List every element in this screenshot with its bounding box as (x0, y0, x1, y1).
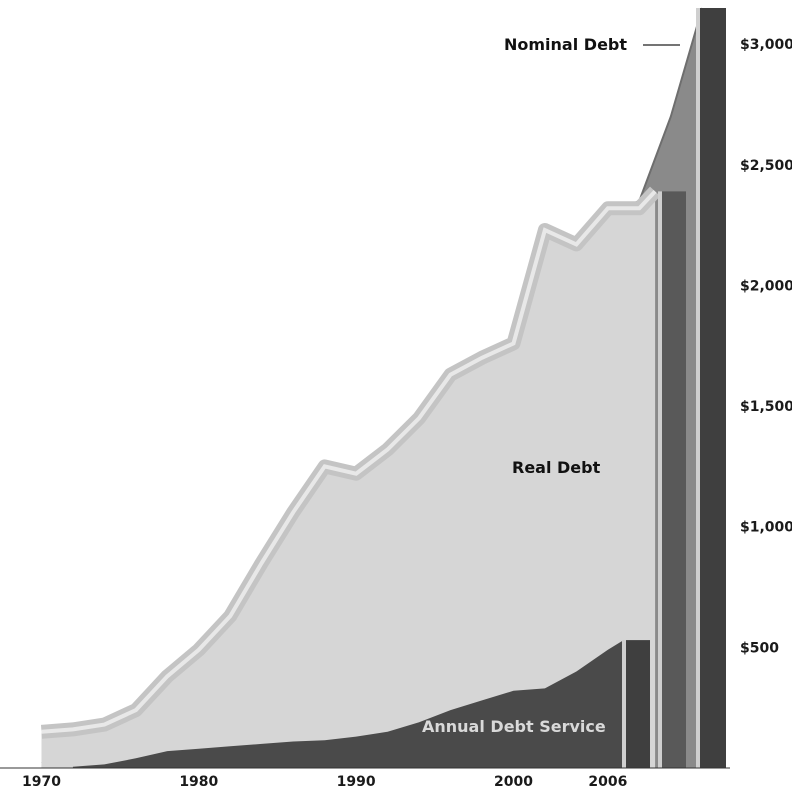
y-tick-label: $1,500 (740, 399, 792, 415)
y-tick-label: $2,000 (740, 279, 792, 295)
x-tick-label: 1980 (179, 774, 218, 790)
nominal-debt-bar-side (696, 8, 700, 768)
x-tick-label: 1970 (22, 774, 61, 790)
y-tick-label: $1,000 (740, 520, 792, 536)
real-debt-bar (662, 191, 686, 768)
annual-debt-service-bar (626, 640, 650, 768)
y-tick-label: $500 (740, 640, 779, 656)
y-axis-ticks: $500 $1,000 $1,500 $2,000 $2,500 $3,000 (740, 37, 792, 656)
y-tick-label: $3,000 (740, 37, 792, 53)
x-tick-label: 2000 (494, 774, 533, 790)
y-tick-label: $2,500 (740, 158, 792, 174)
real-debt-bar-side (658, 191, 662, 768)
nominal-debt-label: Nominal Debt (504, 35, 627, 54)
area-layer (41, 8, 702, 768)
annual-debt-service-bar-side (622, 640, 626, 768)
real-debt-label: Real Debt (512, 458, 601, 477)
nominal-debt-bar (700, 8, 726, 768)
x-tick-label: 1990 (337, 774, 376, 790)
annual-debt-service-label: Annual Debt Service (422, 717, 606, 736)
x-axis-ticks: 1970 1980 1990 2000 2006 (22, 774, 627, 790)
x-tick-label: 2006 (588, 774, 627, 790)
